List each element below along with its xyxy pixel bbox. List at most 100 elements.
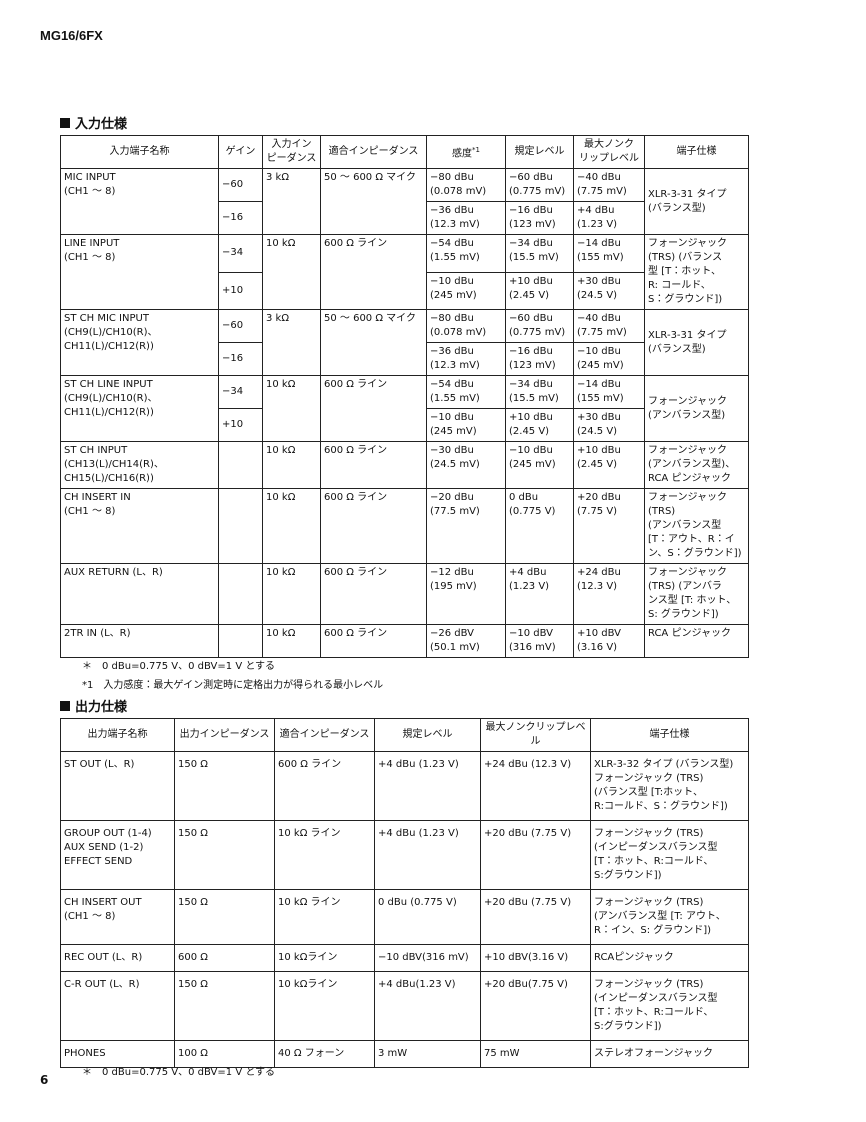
gain: −60	[218, 309, 263, 343]
table-row: ST CH MIC INPUT (CH9(L)/CH10(R)、 CH11(L)…	[60, 309, 749, 376]
header-cell: 端子仕様	[590, 718, 749, 752]
doc-header: MG16/6FX	[40, 28, 103, 43]
input-impedance: 10 kΩ	[262, 488, 321, 564]
input-impedance: 10 kΩ	[262, 624, 321, 658]
note-line: *1 入力感度：最大ゲイン測定時に定格出力が得られる最小レベル	[82, 680, 384, 691]
table-row: LINE INPUT (CH1 ～ 8) −34 10 kΩ 600 Ω ライン −54…	[60, 234, 749, 310]
table-row: PHONES 100 Ω 40 Ω フォーン 3 mW 75 mW ステレオフォーンジャッ…	[60, 1040, 749, 1068]
cell: 150 Ω	[174, 820, 275, 890]
input-name: ST CH INPUT (CH13(L)/CH14(R)、 CH15(L)/CH…	[60, 441, 219, 489]
max-level: −40 dBu (7.75 mV)	[573, 168, 645, 202]
suitable-impedance: 600 Ω ライン	[320, 488, 427, 564]
sensitivity: −30 dBu (24.5 mV)	[426, 441, 506, 489]
header-text: 適合インピーダンス	[328, 146, 419, 157]
input-notes: ＊ 0 dBu=0.775 V、0 dBV=1 V とする *1 入力感度：最大ゲ…	[82, 657, 383, 695]
gain: −34	[218, 234, 263, 273]
nominal-level: +4 dBu (1.23 V)	[505, 563, 574, 625]
max-level: −40 dBu (7.75 mV)	[573, 309, 645, 343]
table-row: −16 −36 dBu (12.3 mV) −16 dBu (123 mV) +4 d…	[61, 201, 749, 235]
table-row: C-R OUT (L、R) 150 Ω 10 kΩライン +4 dBu(1.23 V)…	[60, 971, 749, 1041]
gain	[218, 441, 263, 489]
input-impedance: 10 kΩ	[262, 441, 321, 489]
cell: 3 mW	[374, 1040, 481, 1068]
header-row: 入力端子名称 ゲイン 入力イン ピーダンス 適合インピーダンス 感度*1 規定レベル 最大ノ…	[60, 135, 749, 169]
sensitivity: −10 dBu (245 mV)	[426, 408, 506, 442]
cell: +4 dBu(1.23 V)	[374, 971, 481, 1041]
header-cell: 入力イン ピーダンス	[262, 135, 321, 169]
header-text: ゲイン	[225, 146, 256, 157]
cell: +4 dBu (1.23 V)	[374, 751, 481, 821]
suitable-impedance: 600 Ω ライン	[320, 234, 427, 310]
cell: +20 dBu(7.75 V)	[480, 971, 591, 1041]
table-row: ST CH INPUT (CH13(L)/CH14(R)、 CH15(L)/CH…	[60, 441, 749, 489]
input-impedance: 10 kΩ	[262, 234, 321, 310]
nominal-level: +10 dBu (2.45 V)	[505, 271, 574, 310]
cell: 600 Ω ライン	[274, 751, 375, 821]
suitable-impedance: 600 Ω ライン	[320, 375, 427, 442]
section-title-text: 出力仕様	[75, 700, 128, 715]
cell: 75 mW	[480, 1040, 591, 1068]
nominal-level: −60 dBu (0.775 mV)	[505, 168, 574, 202]
bullet-square	[60, 700, 70, 711]
nominal-level: −34 dBu (15.5 mV)	[505, 234, 574, 273]
input-name: LINE INPUT (CH1 ～ 8)	[60, 234, 219, 310]
header-cell: 最大ノンク リップレベル	[573, 135, 645, 169]
suitable-impedance: 600 Ω ライン	[320, 441, 427, 489]
cell: 150 Ω	[174, 751, 275, 821]
input-name: 2TR IN (L、R)	[60, 624, 219, 658]
cell: GROUP OUT (1-4) AUX SEND (1-2) EFFECT SE…	[60, 820, 175, 890]
input-name: ST CH MIC INPUT (CH9(L)/CH10(R)、 CH11(L)…	[60, 309, 219, 376]
suitable-impedance: 600 Ω ライン	[320, 624, 427, 658]
header-text: 端子仕様	[676, 146, 717, 157]
input-name: CH INSERT IN (CH1 ～ 8)	[60, 488, 219, 564]
header-cell: 規定レベル	[374, 718, 481, 752]
max-level: −14 dBu (155 mV)	[573, 234, 645, 273]
sensitivity: −10 dBu (245 mV)	[426, 271, 506, 310]
input-impedance: 10 kΩ	[262, 563, 321, 625]
max-level: −10 dBu (245 mV)	[573, 342, 645, 376]
sensitivity: −36 dBu (12.3 mV)	[426, 201, 506, 235]
max-level: +10 dBV (3.16 V)	[573, 624, 645, 658]
nominal-level: −16 dBu (123 mV)	[505, 342, 574, 376]
cell: 10 kΩ ライン	[274, 889, 375, 945]
table-row: CH INSERT OUT (CH1 ～ 8) 150 Ω 10 kΩ ライン 0 d…	[60, 889, 749, 945]
header-text: 入力イン ピーダンス	[266, 139, 317, 164]
connector: XLR-3-31 タイプ (バランス型)	[644, 168, 749, 235]
nominal-level: −16 dBu (123 mV)	[505, 201, 574, 235]
cell: 600 Ω	[174, 944, 275, 972]
cell: フォーンジャック (TRS) (インピーダンスバランス型 [T：ホット、R:コー…	[590, 820, 749, 890]
header-cell: 入力端子名称	[60, 135, 219, 169]
cell: C-R OUT (L、R)	[60, 971, 175, 1041]
connector: フォーンジャック (TRS) (アンバラ ンス型 [T: ホット、 S: グラウ…	[644, 563, 749, 625]
table-row: AUX RETURN (L、R) 10 kΩ 600 Ω ライン −12 dBu (1…	[60, 563, 749, 625]
header-cell: 出力端子名称	[60, 718, 175, 752]
header-cell: ゲイン	[218, 135, 263, 169]
gain: −16	[218, 201, 263, 235]
table-row: CH INSERT IN (CH1 ～ 8) 10 kΩ 600 Ω ライン −20 …	[60, 488, 749, 564]
input-impedance: 10 kΩ	[262, 375, 321, 442]
input-name: MIC INPUT (CH1 ～ 8)	[60, 168, 219, 235]
max-level: +4 dBu (1.23 V)	[573, 201, 645, 235]
cell: CH INSERT OUT (CH1 ～ 8)	[60, 889, 175, 945]
header-cell: 適合インピーダンス	[274, 718, 375, 752]
table-row: ST CH LINE INPUT (CH9(L)/CH10(R)、 CH11(L…	[60, 375, 749, 442]
connector: RCA ピンジャック	[644, 624, 749, 658]
max-level: +20 dBu (7.75 V)	[573, 488, 645, 564]
gain: −16	[218, 342, 263, 376]
section-title-text: 入力仕様	[75, 117, 128, 132]
cell: +24 dBu (12.3 V)	[480, 751, 591, 821]
cell: 150 Ω	[174, 971, 275, 1041]
cell: +10 dBV(3.16 V)	[480, 944, 591, 972]
sensitivity: −54 dBu (1.55 mV)	[426, 375, 506, 409]
table-row: MIC INPUT (CH1 ～ 8) −60 3 kΩ 50 ～ 600 Ω マイク…	[60, 168, 749, 235]
header-text: 最大ノンク リップレベル	[579, 139, 639, 164]
bullet-square	[60, 117, 70, 128]
input-table: 入力端子名称 ゲイン 入力イン ピーダンス 適合インピーダンス 感度*1 規定レベル 最大ノ…	[60, 135, 749, 658]
header-cell: 最大ノンクリップレベル	[480, 718, 591, 752]
sensitivity: −12 dBu (195 mV)	[426, 563, 506, 625]
cell: 10 kΩライン	[274, 971, 375, 1041]
output-table: 出力端子名称 出力インピーダンス 適合インピーダンス 規定レベル 最大ノンクリップレベル…	[60, 718, 749, 1068]
nominal-level: 0 dBu (0.775 V)	[505, 488, 574, 564]
cell: フォーンジャック (TRS) (アンバランス型 [T: アウト、 R：イン、S:…	[590, 889, 749, 945]
header-text: 規定レベル	[514, 146, 565, 157]
